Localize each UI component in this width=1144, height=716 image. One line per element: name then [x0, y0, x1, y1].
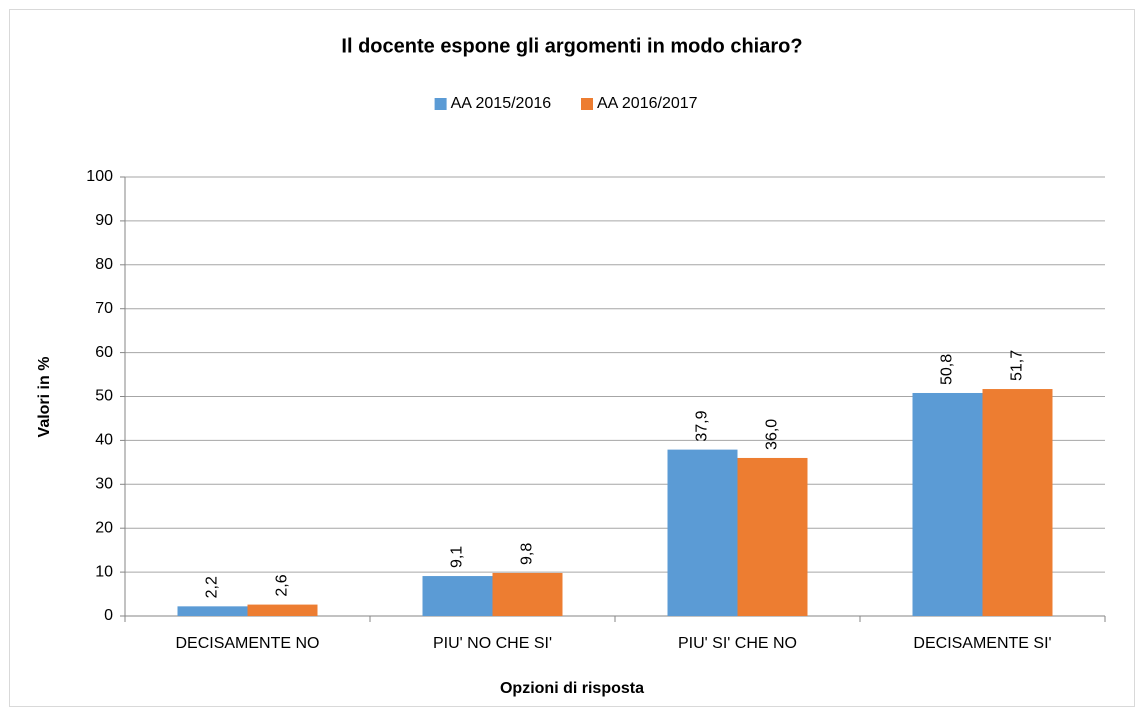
- data-label: 37,9: [694, 410, 711, 441]
- bar: [177, 606, 248, 616]
- x-tick-label: PIU' NO CHE SI': [433, 635, 552, 652]
- bar: [737, 457, 808, 616]
- y-tick-label: 80: [95, 256, 113, 273]
- data-label: 51,7: [1009, 350, 1026, 381]
- x-tick-label: DECISAMENTE SI': [913, 635, 1051, 652]
- data-label: 36,0: [764, 419, 781, 450]
- y-tick-label: 30: [95, 476, 113, 493]
- y-tick-label: 50: [95, 388, 113, 405]
- y-tick-label: 70: [95, 300, 113, 317]
- x-tick-label: DECISAMENTE NO: [175, 635, 319, 652]
- x-axis-title: Opzioni di risposta: [500, 680, 644, 697]
- legend-swatch: [581, 98, 593, 110]
- y-tick-label: 40: [95, 432, 113, 449]
- bar: [912, 392, 983, 616]
- legend-swatch: [434, 98, 447, 110]
- data-label: 9,8: [519, 543, 536, 565]
- y-tick-label: 90: [95, 212, 113, 229]
- bar: [422, 576, 493, 616]
- x-tick-label: PIU' SI' CHE NO: [678, 635, 797, 652]
- bar: [247, 604, 318, 616]
- data-label: 50,8: [939, 354, 956, 385]
- legend-label: AA 2015/2016: [451, 95, 552, 112]
- data-label: 2,6: [274, 574, 291, 596]
- y-tick-label: 20: [95, 519, 113, 536]
- data-label: 9,1: [449, 546, 466, 568]
- y-tick-label: 0: [104, 607, 113, 624]
- y-tick-label: 100: [86, 168, 113, 185]
- bar: [667, 449, 738, 616]
- chart-title: Il docente espone gli argomenti in modo …: [341, 35, 802, 57]
- legend-label: AA 2016/2017: [597, 95, 698, 112]
- bar: [982, 389, 1053, 616]
- y-tick-label: 60: [95, 344, 113, 361]
- y-axis-title: Valori in %: [36, 357, 53, 438]
- bar: [492, 572, 563, 616]
- y-tick-label: 10: [95, 563, 113, 580]
- data-label: 2,2: [204, 576, 221, 598]
